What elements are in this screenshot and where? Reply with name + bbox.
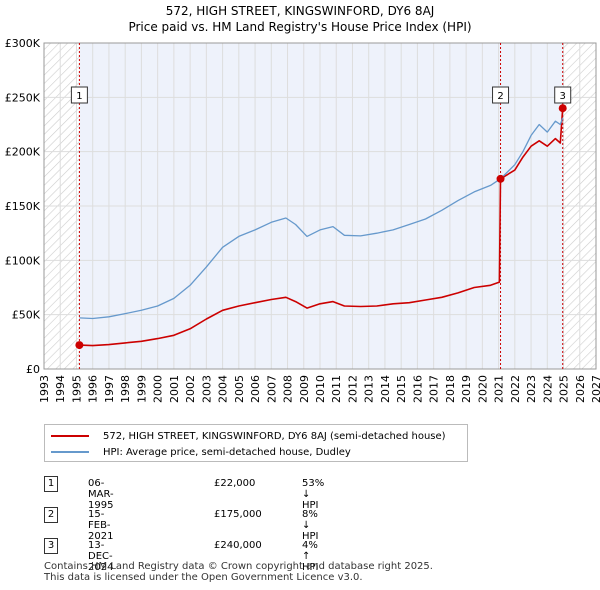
footer-licence: This data is licensed under the Open Gov… — [44, 572, 363, 583]
x-tick-label: 2015 — [395, 375, 408, 403]
transaction-price: £175,000 — [214, 509, 262, 520]
x-tick-label: 2020 — [476, 375, 489, 403]
marker-2-label: 2 — [497, 91, 503, 102]
sale-point-3 — [558, 104, 567, 113]
x-tick-label: 2011 — [330, 375, 343, 403]
marker-1-box — [70, 86, 88, 104]
x-tick-label: 2010 — [314, 375, 327, 403]
legend-item-hpi: HPI: Average price, semi-detached house,… — [51, 444, 351, 460]
chart-subtitle: Price paid vs. HM Land Registry's House … — [128, 20, 472, 34]
x-tick-label: 2023 — [525, 375, 538, 403]
x-tick-label: 2018 — [444, 375, 457, 403]
x-tick-label: 1996 — [87, 375, 100, 403]
x-tick-label: 2014 — [379, 375, 392, 403]
x-tick-label: 1994 — [54, 375, 67, 403]
x-tick-label: 2001 — [168, 375, 181, 403]
transaction-hpi: 8% ↓ HPI — [302, 509, 319, 542]
y-tick-label: £200K — [5, 146, 41, 159]
legend-label-price: 572, HIGH STREET, KINGSWINFORD, DY6 8AJ … — [103, 430, 446, 442]
y-tick-label: £50K — [12, 309, 41, 322]
y-tick-label: £0 — [26, 363, 40, 376]
x-tick-label: 2021 — [493, 375, 506, 403]
y-tick-label: £150K — [5, 200, 41, 213]
x-tick-label: 2004 — [217, 375, 230, 403]
x-tick-label: 1999 — [135, 375, 148, 403]
x-tick-label: 2012 — [346, 375, 359, 403]
series-price-line — [79, 108, 564, 347]
transaction-number: 2 — [44, 507, 58, 523]
sale-point-2 — [496, 174, 505, 183]
series-hpi-line — [79, 117, 564, 320]
x-tick-label: 2009 — [298, 375, 311, 403]
y-tick-label: £100K — [5, 254, 41, 267]
x-tick-label: 2002 — [184, 375, 197, 403]
transaction-price: £22,000 — [214, 478, 256, 489]
transaction-date: 15-FEB-2021 — [88, 509, 114, 542]
y-tick-label: £300K — [5, 37, 41, 50]
marker-1-label: 1 — [76, 91, 82, 102]
x-tick-label: 2016 — [411, 375, 424, 403]
legend-label-hpi: HPI: Average price, semi-detached house,… — [103, 446, 351, 458]
x-tick-label: 2022 — [509, 375, 522, 403]
chart-legend: 572, HIGH STREET, KINGSWINFORD, DY6 8AJ … — [44, 424, 468, 462]
price-chart: 1993 1994 1995 1996 1997 1998 1999 2000 2001 2002… — [5, 37, 600, 403]
x-tick-label: 2006 — [249, 375, 262, 403]
transaction-date: 06-MAR-1995 — [88, 478, 114, 511]
x-tick-label: 1998 — [119, 375, 132, 403]
x-tick-label: 2025 — [558, 375, 571, 403]
footer-copyright: Contains HM Land Registry data © Crown c… — [44, 561, 433, 572]
x-tick-label: 2008 — [282, 375, 295, 403]
transaction-number: 1 — [44, 476, 58, 492]
x-tick-label: 2005 — [233, 375, 246, 403]
transaction-hpi: 53% ↓ HPI — [302, 478, 325, 511]
transaction-hpi: 4% ↑ HPI — [302, 540, 319, 573]
legend-swatch-hpi — [51, 451, 89, 453]
marker-3-box — [554, 86, 572, 104]
legend-item-price: 572, HIGH STREET, KINGSWINFORD, DY6 8AJ … — [51, 428, 446, 444]
x-tick-label: 1995 — [70, 375, 83, 403]
transaction-date: 13-DEC-2024 — [88, 540, 114, 573]
x-tick-label: 2017 — [428, 375, 441, 403]
legend-swatch-price — [51, 435, 89, 437]
marker-2-box — [492, 86, 510, 104]
chart-title: 572, HIGH STREET, KINGSWINFORD, DY6 8AJ — [165, 4, 435, 18]
x-tick-label: 1997 — [103, 375, 116, 403]
marker-3-label: 3 — [560, 91, 566, 102]
x-tick-label: 2007 — [265, 375, 278, 403]
x-tick-label: 2000 — [152, 375, 165, 403]
x-tick-label: 2024 — [541, 375, 554, 403]
transaction-price: £240,000 — [214, 540, 262, 551]
transaction-number: 3 — [44, 538, 58, 554]
x-tick-label: 1993 — [38, 375, 51, 403]
x-tick-label: 2003 — [200, 375, 213, 403]
y-tick-label: £250K — [5, 91, 41, 104]
sale-point-1 — [75, 341, 84, 350]
x-tick-label: 2019 — [460, 375, 473, 403]
plot-frame — [43, 42, 597, 370]
x-tick-label: 2027 — [590, 375, 600, 403]
x-tick-label: 2026 — [574, 375, 587, 403]
x-tick-label: 2013 — [363, 375, 376, 403]
